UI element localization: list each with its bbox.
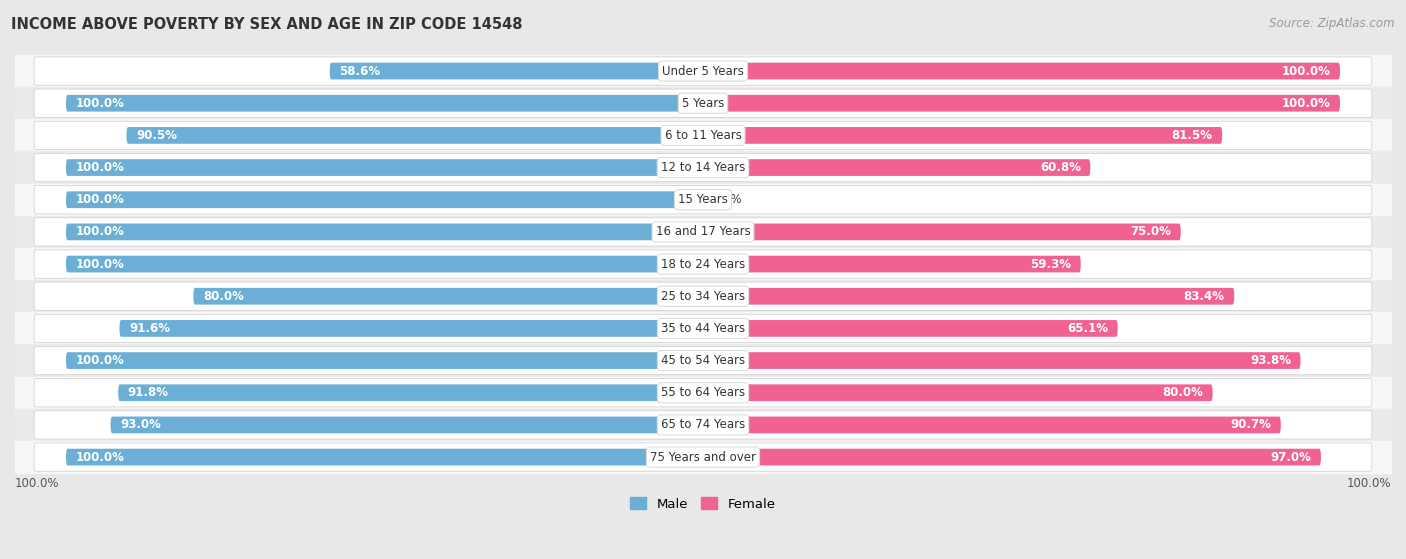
- FancyBboxPatch shape: [111, 416, 703, 433]
- Text: 100.0%: 100.0%: [15, 477, 59, 490]
- FancyBboxPatch shape: [66, 224, 703, 240]
- Text: 91.6%: 91.6%: [129, 322, 170, 335]
- FancyBboxPatch shape: [118, 385, 703, 401]
- Text: 90.5%: 90.5%: [136, 129, 177, 142]
- Text: 35 to 44 Years: 35 to 44 Years: [661, 322, 745, 335]
- Text: 97.0%: 97.0%: [1271, 451, 1312, 463]
- Text: 100.0%: 100.0%: [76, 193, 124, 206]
- FancyBboxPatch shape: [66, 191, 703, 208]
- Bar: [15, 119, 1391, 151]
- Bar: [15, 441, 1391, 473]
- FancyBboxPatch shape: [703, 127, 1222, 144]
- Text: 45 to 54 Years: 45 to 54 Years: [661, 354, 745, 367]
- Text: 100.0%: 100.0%: [1282, 97, 1330, 110]
- FancyBboxPatch shape: [703, 159, 1090, 176]
- FancyBboxPatch shape: [34, 186, 1372, 214]
- Text: 81.5%: 81.5%: [1171, 129, 1212, 142]
- Text: 15 Years: 15 Years: [678, 193, 728, 206]
- Text: 100.0%: 100.0%: [76, 354, 124, 367]
- Text: 93.0%: 93.0%: [120, 419, 160, 432]
- Text: 75.0%: 75.0%: [1130, 225, 1171, 238]
- FancyBboxPatch shape: [120, 320, 703, 337]
- FancyBboxPatch shape: [703, 449, 1320, 466]
- Text: 18 to 24 Years: 18 to 24 Years: [661, 258, 745, 271]
- Text: 65.1%: 65.1%: [1067, 322, 1108, 335]
- FancyBboxPatch shape: [66, 159, 703, 176]
- Bar: [15, 55, 1391, 87]
- Text: 100.0%: 100.0%: [76, 97, 124, 110]
- Text: 100.0%: 100.0%: [76, 258, 124, 271]
- Text: INCOME ABOVE POVERTY BY SEX AND AGE IN ZIP CODE 14548: INCOME ABOVE POVERTY BY SEX AND AGE IN Z…: [11, 17, 523, 32]
- FancyBboxPatch shape: [34, 57, 1372, 85]
- Text: 59.3%: 59.3%: [1031, 258, 1071, 271]
- FancyBboxPatch shape: [66, 95, 703, 112]
- Text: 25 to 34 Years: 25 to 34 Years: [661, 290, 745, 303]
- Text: 90.7%: 90.7%: [1230, 419, 1271, 432]
- FancyBboxPatch shape: [703, 416, 1281, 433]
- Bar: [15, 216, 1391, 248]
- FancyBboxPatch shape: [34, 411, 1372, 439]
- Text: 5 Years: 5 Years: [682, 97, 724, 110]
- FancyBboxPatch shape: [34, 121, 1372, 150]
- Text: 100.0%: 100.0%: [1347, 477, 1391, 490]
- FancyBboxPatch shape: [703, 352, 1301, 369]
- Text: 12 to 14 Years: 12 to 14 Years: [661, 161, 745, 174]
- FancyBboxPatch shape: [34, 443, 1372, 471]
- Text: 100.0%: 100.0%: [76, 451, 124, 463]
- FancyBboxPatch shape: [34, 347, 1372, 375]
- Text: 100.0%: 100.0%: [76, 225, 124, 238]
- Text: 16 and 17 Years: 16 and 17 Years: [655, 225, 751, 238]
- Text: 55 to 64 Years: 55 to 64 Years: [661, 386, 745, 399]
- FancyBboxPatch shape: [34, 378, 1372, 407]
- FancyBboxPatch shape: [34, 89, 1372, 117]
- Text: 80.0%: 80.0%: [202, 290, 243, 303]
- FancyBboxPatch shape: [703, 95, 1340, 112]
- Bar: [15, 184, 1391, 216]
- Text: Under 5 Years: Under 5 Years: [662, 64, 744, 78]
- Bar: [15, 248, 1391, 280]
- Bar: [15, 151, 1391, 184]
- FancyBboxPatch shape: [703, 288, 1234, 305]
- Text: 80.0%: 80.0%: [1163, 386, 1204, 399]
- Text: 93.8%: 93.8%: [1250, 354, 1291, 367]
- Text: 75 Years and over: 75 Years and over: [650, 451, 756, 463]
- Text: Source: ZipAtlas.com: Source: ZipAtlas.com: [1270, 17, 1395, 30]
- Bar: [15, 344, 1391, 377]
- Bar: [15, 377, 1391, 409]
- Text: 65 to 74 Years: 65 to 74 Years: [661, 419, 745, 432]
- FancyBboxPatch shape: [34, 218, 1372, 246]
- Bar: [15, 409, 1391, 441]
- Text: 100.0%: 100.0%: [1282, 64, 1330, 78]
- FancyBboxPatch shape: [34, 250, 1372, 278]
- Bar: [15, 87, 1391, 119]
- FancyBboxPatch shape: [127, 127, 703, 144]
- FancyBboxPatch shape: [703, 320, 1118, 337]
- Text: 100.0%: 100.0%: [76, 161, 124, 174]
- Text: 83.4%: 83.4%: [1184, 290, 1225, 303]
- FancyBboxPatch shape: [66, 255, 703, 272]
- Text: 0.0%: 0.0%: [713, 193, 742, 206]
- FancyBboxPatch shape: [66, 449, 703, 466]
- Text: 58.6%: 58.6%: [339, 64, 381, 78]
- FancyBboxPatch shape: [703, 224, 1181, 240]
- Text: 60.8%: 60.8%: [1040, 161, 1081, 174]
- FancyBboxPatch shape: [34, 282, 1372, 310]
- Bar: [15, 312, 1391, 344]
- FancyBboxPatch shape: [703, 255, 1081, 272]
- FancyBboxPatch shape: [34, 153, 1372, 182]
- FancyBboxPatch shape: [329, 63, 703, 79]
- FancyBboxPatch shape: [703, 63, 1340, 79]
- Text: 6 to 11 Years: 6 to 11 Years: [665, 129, 741, 142]
- FancyBboxPatch shape: [66, 352, 703, 369]
- FancyBboxPatch shape: [34, 314, 1372, 343]
- FancyBboxPatch shape: [194, 288, 703, 305]
- FancyBboxPatch shape: [703, 385, 1212, 401]
- Legend: Male, Female: Male, Female: [626, 492, 780, 516]
- Bar: [15, 280, 1391, 312]
- Text: 91.8%: 91.8%: [128, 386, 169, 399]
